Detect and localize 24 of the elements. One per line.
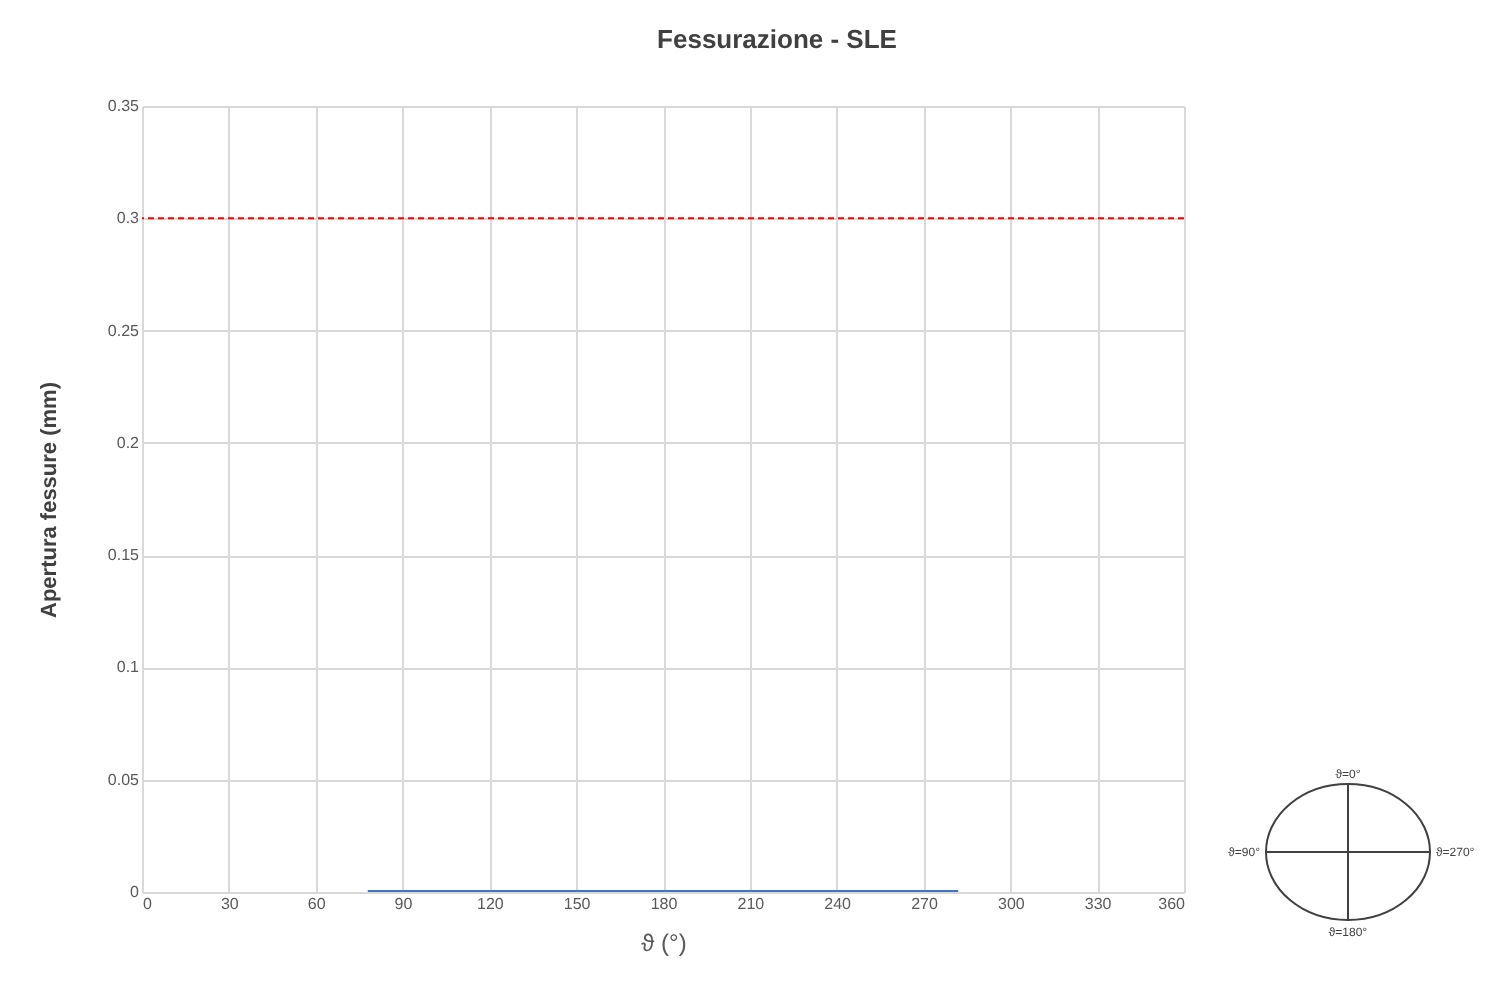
y-tick-label: 0.35 [107, 97, 141, 115]
y-tick-label: 0.25 [107, 321, 141, 340]
x-tick-label: 210 [737, 895, 766, 913]
y-tick-label: 0.1 [116, 658, 141, 677]
y-tick-label: 0.2 [116, 433, 141, 452]
x-tick-label: 330 [1084, 895, 1113, 913]
x-tick-label: 60 [307, 895, 327, 913]
x-tick-label: 90 [394, 895, 414, 913]
x-tick-label: 300 [997, 895, 1026, 913]
y-tick-label: 0 [130, 883, 141, 901]
y-tick-label: 0.05 [107, 770, 141, 789]
y-tick-label: 0.3 [116, 209, 141, 228]
y-tick-label: 0.15 [107, 546, 141, 565]
chart-title: Fessurazione - SLE [657, 24, 898, 54]
x-tick-label: 150 [563, 895, 592, 913]
x-tick-label: 30 [220, 895, 240, 913]
x-tick-label: 0 [143, 895, 153, 913]
x-tick-label: 180 [650, 895, 679, 913]
y-axis-title: Apertura fessure (mm) [37, 381, 62, 618]
x-tick-label: 240 [824, 895, 853, 913]
x-axis-title: ϑ (°) [641, 929, 687, 957]
x-tick-label: 360 [1158, 895, 1187, 913]
x-tick-label: 270 [911, 895, 939, 913]
x-tick-label: 120 [476, 895, 505, 913]
